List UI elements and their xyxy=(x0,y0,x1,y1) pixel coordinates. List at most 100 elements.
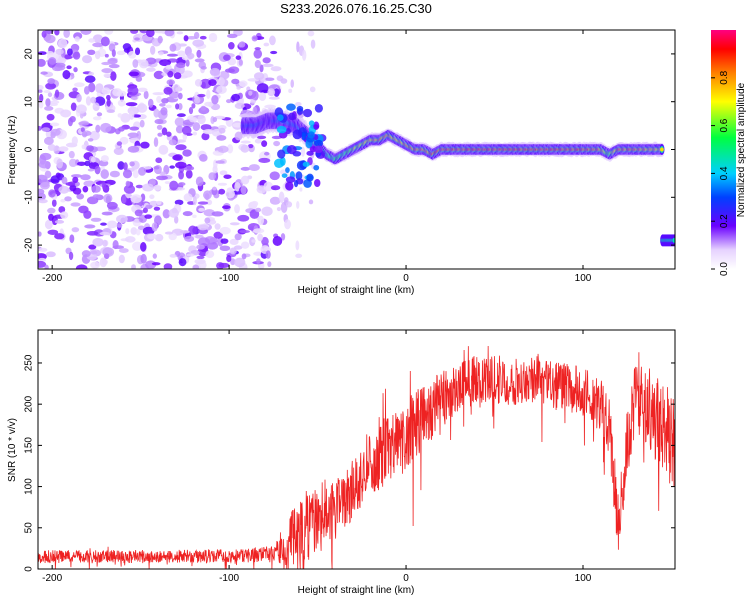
snr-axes-ticks: -200 -100 0 100 0 50 100 150 200 250 xyxy=(24,330,675,584)
spectrogram-noise-cell xyxy=(163,263,173,269)
spectrogram-noise-cell xyxy=(80,127,85,133)
spectrogram-noise-cell xyxy=(84,160,91,167)
spectrogram-noise-cell xyxy=(240,166,251,171)
spectrogram-noise-cell xyxy=(54,219,65,224)
spectrogram-noise-cell xyxy=(147,98,154,108)
spectrogram-noise-cell xyxy=(38,231,42,237)
spectrogram-noise-cell xyxy=(188,107,194,115)
spectrogram-noise-cell xyxy=(91,185,101,193)
spectrogram-noise-cell xyxy=(153,165,160,170)
spectrogram-noise-cell xyxy=(218,127,226,134)
spectrogram-noise-cell xyxy=(269,196,281,205)
spectrogram-noise-cell xyxy=(38,192,46,201)
snr-y-tick-label: 100 xyxy=(24,478,35,495)
spectrogram-noise-cell xyxy=(184,235,195,242)
spectrogram-noise-cell xyxy=(182,149,192,157)
spectrogram-noise-cell xyxy=(76,161,87,166)
spectrogram-noise-cell xyxy=(86,196,99,205)
figure-title: S233.2026.076.16.25.C30 xyxy=(280,1,432,16)
spectrogram-noise-cell xyxy=(219,170,228,176)
spectrogram-track-halo xyxy=(313,121,320,130)
spectrogram-noise-cell xyxy=(233,245,243,250)
spectrogram-noise-cell xyxy=(89,130,100,141)
spectrogram-noise-cell xyxy=(64,196,72,202)
spectrogram-noise-cell xyxy=(176,62,186,69)
spectrogram-noise-cell xyxy=(223,54,231,61)
spectrogram-noise-cell xyxy=(270,66,282,72)
spectrogram-noise-cell xyxy=(70,202,81,207)
spectrogram-noise-cell xyxy=(179,230,190,234)
spectrogram-noise-cell xyxy=(100,169,110,179)
spectrogram-noise-cell xyxy=(159,59,172,67)
spectrogram-noise-cell xyxy=(226,255,232,263)
spectrogram-noise-cell xyxy=(92,237,104,247)
spectrogram-noise-cell xyxy=(116,141,123,146)
spectrogram-noise-cell xyxy=(216,134,227,141)
spectrogram-noise-cell xyxy=(290,79,294,88)
spectrogram-noise-cell xyxy=(58,185,70,194)
spectrogram-noise-cell xyxy=(295,253,303,258)
spectrogram-noise-cell xyxy=(81,250,91,258)
spectrogram-noise-cell xyxy=(159,103,166,107)
spectrogram-noise-cell xyxy=(44,219,53,230)
spectrogram-noise-cell xyxy=(295,101,302,107)
spectrogram-track-halo xyxy=(295,171,303,180)
spectrogram-noise-cell xyxy=(175,161,187,169)
spectrogram-noise-cell xyxy=(120,112,131,123)
spectrogram-noise-cell xyxy=(127,85,139,96)
spectrogram-noise-cell xyxy=(169,165,175,169)
spectrogram-noise-cell xyxy=(43,90,51,94)
spectrogram-noise-cell xyxy=(50,100,60,105)
spectrogram-noise-cell xyxy=(250,99,256,104)
spectrogram-noise-cell xyxy=(229,247,237,255)
spectrogram-noise-cell xyxy=(239,41,246,48)
spectrogram-track-halo xyxy=(306,150,314,156)
snr-y-tick-label: 50 xyxy=(24,522,35,534)
spectrogram-noise-cell xyxy=(73,82,85,88)
spectrogram-noise-cell xyxy=(153,70,164,80)
colorbar-tick-label: 0.2 xyxy=(719,214,730,228)
spectrogram-noise-cell xyxy=(216,85,227,94)
spectrogram-noise-cell xyxy=(182,211,193,217)
spectrogram-noise-cell xyxy=(197,224,209,231)
spectrogram-noise-cell xyxy=(125,180,131,187)
spectrogram-noise-cell xyxy=(116,214,128,224)
spectrogram-noise-cell xyxy=(157,35,163,44)
colorbar-tick-label: 0.6 xyxy=(719,118,730,132)
spectrogram-noise-cell xyxy=(130,30,139,34)
spectrogram-noise-cell xyxy=(178,43,187,47)
spectrogram-noise-cell xyxy=(46,113,55,121)
snr-y-tick-label: 250 xyxy=(24,354,35,371)
spectrogram-noise-cell xyxy=(39,181,50,190)
spectrogram-noise-cell xyxy=(197,93,206,98)
spectrogram-noise-cell xyxy=(169,180,179,191)
spectrogram-noise-cell xyxy=(132,169,139,179)
spectrogram-noise-cell xyxy=(112,88,123,97)
spectrogram-frame xyxy=(37,29,676,270)
spectrogram-noise-cell xyxy=(124,236,136,243)
spectrogram-noise-cell xyxy=(194,258,206,265)
spectrogram-noise-cell xyxy=(164,231,174,235)
spectrogram-track-halo xyxy=(285,167,290,174)
spectrogram-noise-cell xyxy=(248,90,253,96)
spectrogram-noise-cell xyxy=(271,135,282,140)
spectrogram-noise-cell xyxy=(99,257,107,268)
spectrogram-noise-cell xyxy=(153,206,161,211)
spectrogram-noise-cell xyxy=(137,87,148,93)
spectrogram-noise-cell xyxy=(153,108,160,118)
spectrogram-noise-cell xyxy=(142,226,155,236)
spectrogram-noise-cell xyxy=(174,215,179,224)
spectrogram-noise-cell xyxy=(197,114,206,125)
spectrogram-noise-cell xyxy=(299,187,303,192)
spectrogram-noise-cell xyxy=(240,140,251,144)
spectrogram-noise-cell xyxy=(92,102,100,112)
spectrogram-noise-cell xyxy=(176,31,184,35)
spectrogram-track-halo xyxy=(279,156,286,166)
spectrogram-noise-cell xyxy=(240,185,247,195)
spectrogram-noise-cell xyxy=(258,92,267,102)
spectrogram-noise-cell xyxy=(194,79,202,87)
spectrogram-noise-cell xyxy=(166,79,175,86)
spectrogram-noise-cell xyxy=(240,241,250,249)
spectrogram-noise-cell xyxy=(237,214,250,222)
spectrogram-noise-cell xyxy=(270,50,278,55)
